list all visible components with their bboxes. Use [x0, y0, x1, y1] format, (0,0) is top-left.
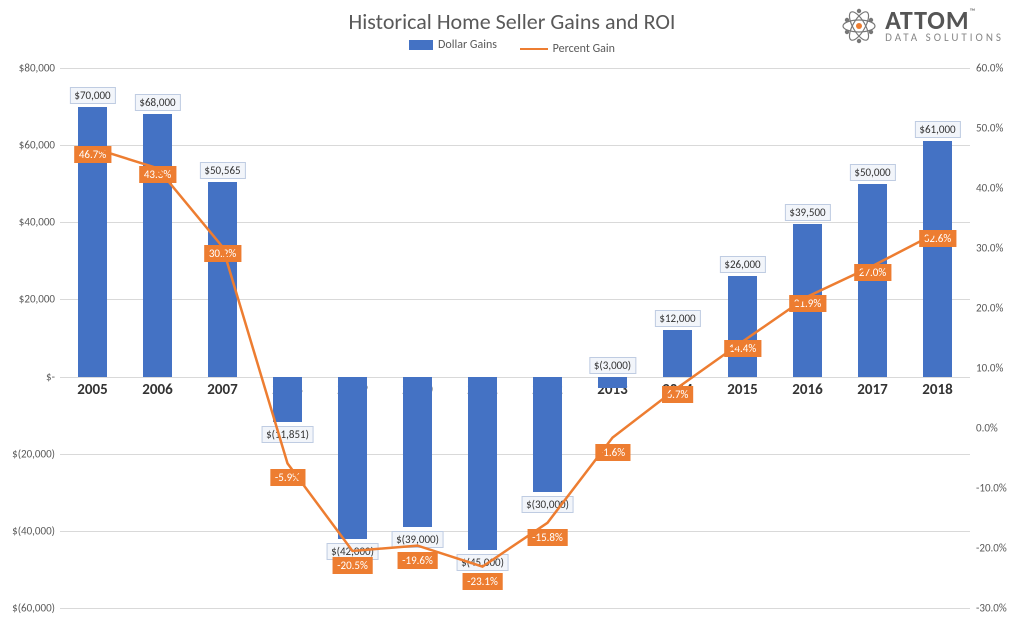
y2-tick-label: 20.0%: [976, 302, 1024, 315]
y2-tick-label: 30.0%: [976, 242, 1024, 255]
gridline: [60, 608, 970, 609]
y2-tick-label: 0.0%: [976, 422, 1024, 435]
y1-tick-label: $60,000: [0, 139, 55, 152]
logo-tm: ™: [970, 7, 977, 17]
y2-tick-label: 60.0%: [976, 62, 1024, 75]
plot-area: 2005200620072008200920102011201220132014…: [60, 68, 970, 608]
chart-legend: Dollar Gains Percent Gain: [0, 38, 1024, 56]
legend-bars-label: Dollar Gains: [438, 38, 497, 52]
y1-tick-label: $(20,000): [0, 447, 55, 460]
left-axis-labels: $(60,000)$(40,000)$(20,000)$-$20,000$40,…: [0, 68, 55, 608]
legend-line-swatch: [520, 48, 548, 50]
legend-line: Percent Gain: [520, 42, 615, 56]
y1-tick-label: $(40,000): [0, 524, 55, 537]
y1-tick-label: $(60,000): [0, 602, 55, 615]
y1-tick-label: $40,000: [0, 216, 55, 229]
y1-tick-label: $80,000: [0, 62, 55, 75]
y2-tick-label: -30.0%: [976, 602, 1024, 615]
y1-tick-label: $-: [0, 370, 55, 383]
y1-tick-label: $20,000: [0, 293, 55, 306]
legend-bars-swatch: [409, 40, 433, 50]
y2-tick-label: 10.0%: [976, 362, 1024, 375]
chart-container: Historical Home Seller Gains and ROI ATT…: [0, 0, 1024, 631]
right-axis-labels: -30.0%-20.0%-10.0%0.0%10.0%20.0%30.0%40.…: [976, 68, 1024, 608]
legend-line-label: Percent Gain: [553, 42, 615, 56]
legend-bars: Dollar Gains: [409, 38, 497, 52]
y2-tick-label: 40.0%: [976, 182, 1024, 195]
y2-tick-label: -10.0%: [976, 482, 1024, 495]
y2-tick-label: 50.0%: [976, 122, 1024, 135]
y2-tick-label: -20.0%: [976, 542, 1024, 555]
line-series: [60, 68, 970, 608]
